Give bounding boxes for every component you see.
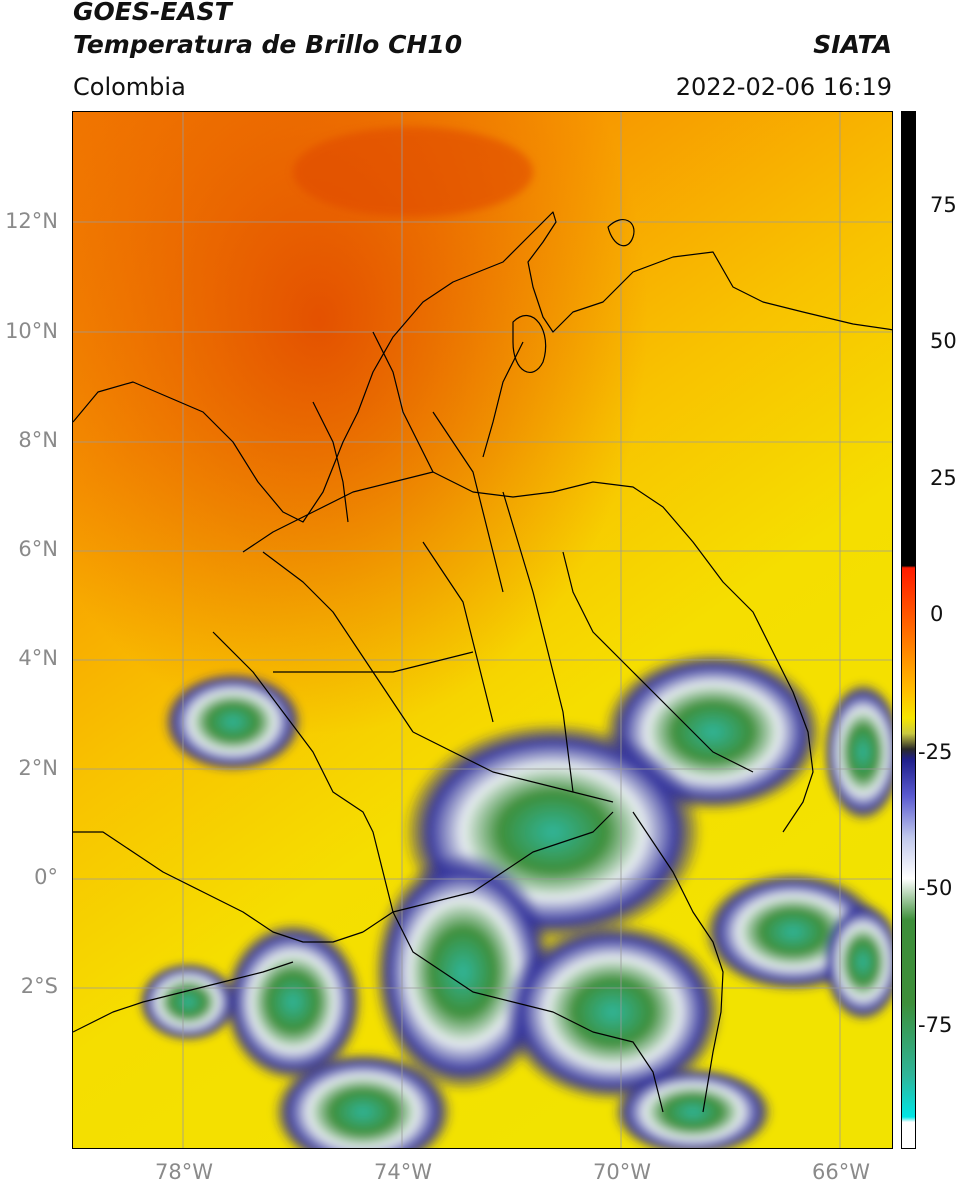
agency-label: SIATA: [813, 30, 892, 59]
lon-label: 70°W: [593, 1160, 651, 1184]
colorbar-tick: 75: [930, 193, 957, 217]
lat-label: 8°N: [18, 428, 58, 452]
lat-label: 6°N: [18, 537, 58, 561]
colorbar-tick: 50: [930, 329, 957, 353]
temperature-colorbar: [901, 111, 916, 1149]
graticule: [73, 112, 892, 1148]
political-borders: [73, 211, 892, 1113]
colorbar-tick: -50: [918, 876, 953, 900]
colorbar-tick: 25: [930, 466, 957, 490]
lat-label: 12°N: [5, 209, 58, 233]
datetime-label: 2022-02-06 16:19: [675, 73, 892, 101]
colorbar-tick: -75: [918, 1013, 953, 1037]
colorbar-tick: -25: [918, 740, 953, 764]
product-title: Temperatura de Brillo CH10: [73, 30, 463, 59]
lon-label: 66°W: [812, 1160, 870, 1184]
colorbar-tick: 0: [930, 602, 944, 626]
lat-label: 0°: [34, 865, 58, 889]
satellite-image: [73, 112, 892, 1148]
cloud-clusters: [138, 652, 892, 1148]
brightness-temperature-map: [72, 111, 893, 1149]
lat-label: 4°N: [18, 646, 58, 670]
colorbar-scale: [902, 112, 915, 1148]
lon-label: 78°W: [155, 1160, 213, 1184]
lat-label: 10°N: [5, 319, 58, 343]
lon-label: 74°W: [374, 1160, 432, 1184]
region-label: Colombia: [73, 73, 186, 101]
lat-label: 2°N: [18, 756, 58, 780]
satellite-title: GOES-EAST: [73, 0, 232, 26]
lat-label: 2°S: [20, 974, 58, 998]
